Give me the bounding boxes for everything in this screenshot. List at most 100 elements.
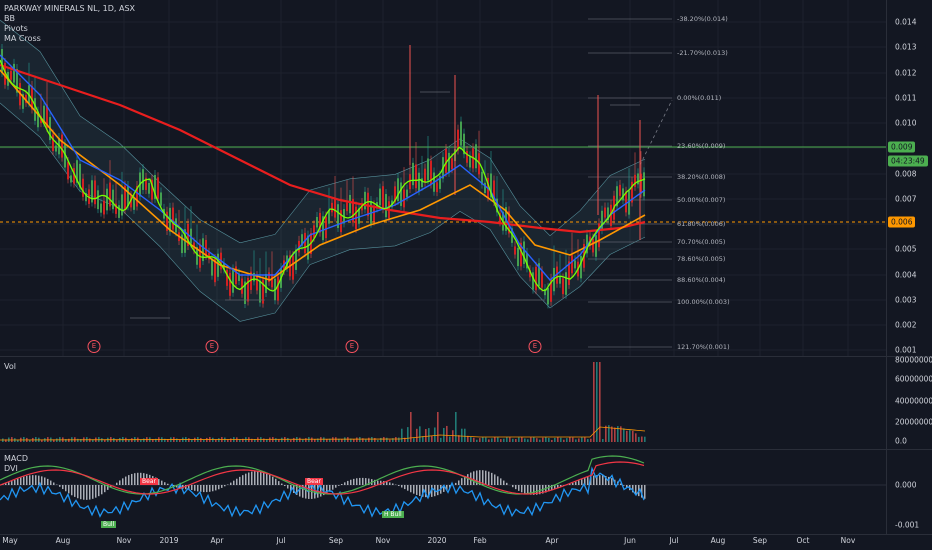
candle-body [316, 216, 318, 228]
volume-bar [551, 439, 553, 442]
chart-legend: PARKWAY MINERALS NL, 1D, ASX BB Pivots M… [4, 4, 135, 44]
volume-bar [266, 439, 268, 442]
price-pane[interactable] [0, 0, 886, 356]
macd-histogram-bar [206, 485, 208, 493]
volume-bar [167, 439, 169, 442]
volume-tick: 40000000.0 [895, 396, 932, 406]
volume-bar [254, 439, 256, 442]
candle-body [148, 182, 150, 194]
time-label: Aug [55, 536, 71, 545]
volume-bar [68, 438, 70, 442]
macd-axis[interactable]: 0.000 -0.001 [886, 450, 932, 534]
pane-separator[interactable] [0, 449, 932, 450]
price-chart[interactable] [0, 0, 886, 356]
earnings-icon[interactable]: E [345, 340, 359, 353]
volume-bar [350, 438, 352, 442]
countdown-badge: 04:23:49 [888, 155, 928, 167]
candle-body [112, 189, 114, 210]
macd-pane[interactable] [0, 450, 886, 534]
volume-bar [128, 439, 130, 442]
volume-legend[interactable]: Vol [4, 362, 16, 371]
candle-body [523, 241, 525, 264]
volume-bar [305, 438, 307, 442]
orange-level-badge[interactable]: 0.006 [888, 216, 916, 228]
volume-bar [515, 438, 517, 442]
candle-body [232, 269, 234, 293]
candle-body [511, 228, 513, 243]
time-label: 2019 [159, 536, 179, 545]
volume-bar [485, 437, 487, 442]
candle-body [295, 249, 297, 270]
volume-bar [281, 437, 283, 442]
macd-histogram-bar [158, 479, 160, 485]
candle-body [328, 210, 330, 224]
macd-histogram-bar [347, 480, 349, 485]
macd-histogram-bar [572, 482, 574, 485]
volume-bar [380, 437, 382, 442]
macd-histogram-bar [212, 485, 214, 492]
macd-histogram-bar [77, 485, 79, 499]
volume-pane[interactable] [0, 357, 886, 449]
volume-bar [416, 428, 418, 442]
pane-separator[interactable] [0, 356, 932, 357]
macd-histogram-bar [380, 480, 382, 485]
macd-histogram-bar [536, 485, 538, 495]
volume-bar [473, 437, 475, 442]
candle-body [562, 278, 564, 295]
macd-histogram-bar [626, 485, 628, 488]
macd-histogram-bar [185, 485, 187, 490]
price-tick: 0.008 [895, 169, 917, 179]
price-axis[interactable]: 0.014 0.013 0.012 0.011 0.010 0.008 0.00… [886, 0, 932, 356]
macd-histogram-bar [449, 485, 451, 488]
last-price-badge[interactable]: 0.009 [888, 141, 916, 153]
price-tick: 0.001 [895, 345, 917, 355]
legend-ma-cross[interactable]: MA Cross [4, 34, 41, 43]
volume-bar [635, 433, 637, 442]
macd-histogram-bar [86, 485, 88, 500]
volume-bar [488, 439, 490, 442]
candle-body [172, 207, 174, 230]
macd-histogram-bar [335, 485, 337, 488]
macd-histogram-bar [398, 485, 400, 487]
macd-histogram-bar [611, 478, 613, 485]
macd-histogram-bar [599, 475, 601, 485]
legend-dvi[interactable]: DVI [4, 464, 18, 473]
macd-histogram-bar [203, 485, 205, 493]
volume-bar [116, 439, 118, 442]
candle-body [25, 94, 27, 103]
candle-body [259, 280, 261, 303]
macd-histogram-bar [482, 470, 484, 485]
macd-line [0, 455, 645, 495]
legend-pivots[interactable]: Pivots [4, 24, 28, 33]
earnings-icon[interactable]: E [528, 340, 542, 353]
volume-bar [482, 437, 484, 442]
volume-bar [602, 438, 604, 442]
volume-bar [527, 439, 529, 442]
macd-histogram-bar [272, 476, 274, 485]
volume-bar [476, 439, 478, 442]
macd-histogram-bar [209, 485, 211, 492]
earnings-icon[interactable]: E [87, 340, 101, 353]
candle-body [238, 273, 240, 281]
volume-bar [377, 439, 379, 442]
volume-axis[interactable]: 80000000.0 60000000.0 40000000.0 2000000… [886, 356, 932, 449]
candle-body [145, 177, 147, 190]
volume-chart[interactable] [0, 357, 886, 449]
candle-body [481, 171, 483, 185]
macd-histogram-bar [560, 485, 562, 487]
macd-chart[interactable] [0, 450, 886, 534]
legend-bb[interactable]: BB [4, 14, 15, 23]
candle-body [595, 235, 597, 257]
earnings-icon[interactable]: E [205, 340, 219, 353]
legend-macd[interactable]: MACD [4, 454, 28, 463]
volume-bar [437, 412, 439, 442]
macd-histogram-bar [239, 476, 241, 485]
candle-body [619, 184, 621, 196]
candle-body [430, 160, 432, 185]
symbol-title[interactable]: PARKWAY MINERALS NL, 1D, ASX [4, 4, 136, 13]
ma-mid-line [0, 54, 646, 281]
macd-histogram-bar [500, 478, 502, 485]
volume-bar [278, 439, 280, 442]
macd-histogram-bar [602, 475, 604, 485]
candle-body [211, 258, 213, 276]
